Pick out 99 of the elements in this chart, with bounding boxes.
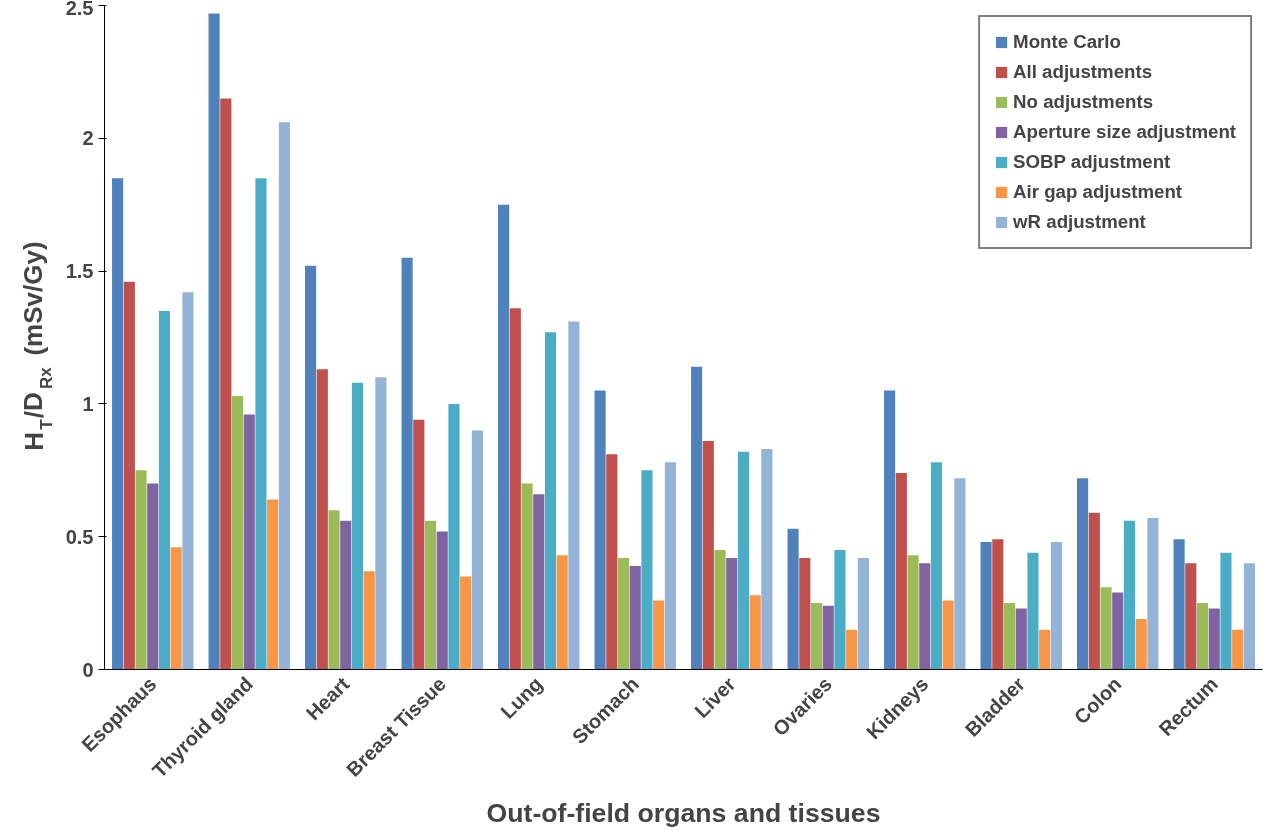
bar xyxy=(158,310,171,670)
y-tick-label: 1.5 xyxy=(65,260,94,283)
bar xyxy=(1050,542,1062,670)
bar xyxy=(992,539,1004,670)
bar xyxy=(846,629,858,670)
bar xyxy=(498,204,510,670)
bar xyxy=(822,605,834,670)
legend-label: SOBP adjustment xyxy=(1013,151,1171,173)
bar xyxy=(521,483,533,670)
legend-label: Monte Carlo xyxy=(1013,31,1121,53)
legend-label: Aperture size adjustment xyxy=(1013,121,1236,143)
y-tick-label: 2 xyxy=(82,127,94,150)
bar xyxy=(1173,539,1185,670)
bar xyxy=(182,292,194,670)
bar xyxy=(1027,552,1039,670)
bar xyxy=(351,382,364,670)
legend-label: No adjustments xyxy=(1013,91,1154,113)
bar xyxy=(954,478,966,670)
bar xyxy=(1123,520,1136,670)
bar xyxy=(112,178,124,670)
bar xyxy=(1112,592,1124,670)
bar xyxy=(231,395,244,670)
bar xyxy=(255,178,267,670)
bar xyxy=(460,576,472,670)
bar xyxy=(691,366,703,670)
y-tick-label: 0.5 xyxy=(65,525,94,548)
y-tick-label: 1 xyxy=(82,392,94,415)
bar xyxy=(509,308,521,670)
bar xyxy=(363,571,375,670)
bar xyxy=(664,462,676,670)
bar xyxy=(1232,629,1244,670)
bar xyxy=(305,265,317,670)
bar xyxy=(123,281,135,670)
bar xyxy=(424,520,437,670)
bar xyxy=(413,419,425,670)
bar xyxy=(1088,512,1100,670)
bar xyxy=(617,557,630,670)
bar xyxy=(1100,587,1112,670)
bar xyxy=(568,321,580,670)
y-tick-label: 2.5 xyxy=(65,0,94,19)
bar xyxy=(1208,608,1220,670)
bar xyxy=(533,494,545,670)
bar xyxy=(135,470,147,670)
bar xyxy=(884,390,896,670)
bar xyxy=(170,547,182,670)
bar xyxy=(799,557,811,670)
bar xyxy=(243,414,255,670)
bar xyxy=(919,563,931,670)
bar xyxy=(737,451,750,670)
bar xyxy=(702,441,714,670)
bar xyxy=(594,390,606,670)
y-tick-label: 0 xyxy=(82,658,94,681)
bar xyxy=(629,565,641,670)
bar xyxy=(942,600,954,670)
bar xyxy=(556,555,568,670)
bar xyxy=(1003,603,1016,670)
bar xyxy=(1147,518,1159,670)
bar xyxy=(1185,563,1197,670)
bar xyxy=(544,332,557,670)
bar xyxy=(895,472,907,670)
bar xyxy=(714,549,726,670)
bar xyxy=(641,470,653,670)
legend-label: wR adjustment xyxy=(1013,211,1146,233)
bar xyxy=(787,528,799,670)
bar xyxy=(761,449,773,670)
bar xyxy=(749,595,761,670)
bar xyxy=(208,13,220,670)
y-axis-title: HT/DRx (mSv/Gy) xyxy=(18,241,56,451)
bar xyxy=(375,377,387,670)
bar xyxy=(1196,603,1209,670)
bar xyxy=(606,454,618,670)
bar xyxy=(316,369,328,670)
bar xyxy=(907,555,919,670)
bar xyxy=(448,403,460,670)
legend-label: Air gap adjustment xyxy=(1013,181,1183,203)
legend-label: All adjustments xyxy=(1013,61,1153,83)
bar xyxy=(436,531,448,670)
bar xyxy=(726,557,738,670)
bar xyxy=(930,462,943,670)
bar xyxy=(471,430,483,670)
bar xyxy=(980,542,992,670)
bar xyxy=(267,499,279,670)
bar xyxy=(810,603,823,670)
bar xyxy=(220,98,232,670)
bar xyxy=(147,483,159,670)
bar xyxy=(834,549,846,670)
bar xyxy=(328,510,340,670)
bar xyxy=(857,557,869,670)
bar xyxy=(1039,629,1051,670)
bar xyxy=(1015,608,1027,670)
bar xyxy=(1243,563,1255,670)
bar xyxy=(1135,619,1147,670)
bar xyxy=(278,122,290,670)
bar xyxy=(401,257,413,670)
bar xyxy=(1077,478,1089,670)
bar xyxy=(1220,552,1232,670)
x-axis-title: Out-of-field organs and tissues xyxy=(486,797,881,828)
bar xyxy=(340,520,352,670)
bar xyxy=(653,600,665,670)
